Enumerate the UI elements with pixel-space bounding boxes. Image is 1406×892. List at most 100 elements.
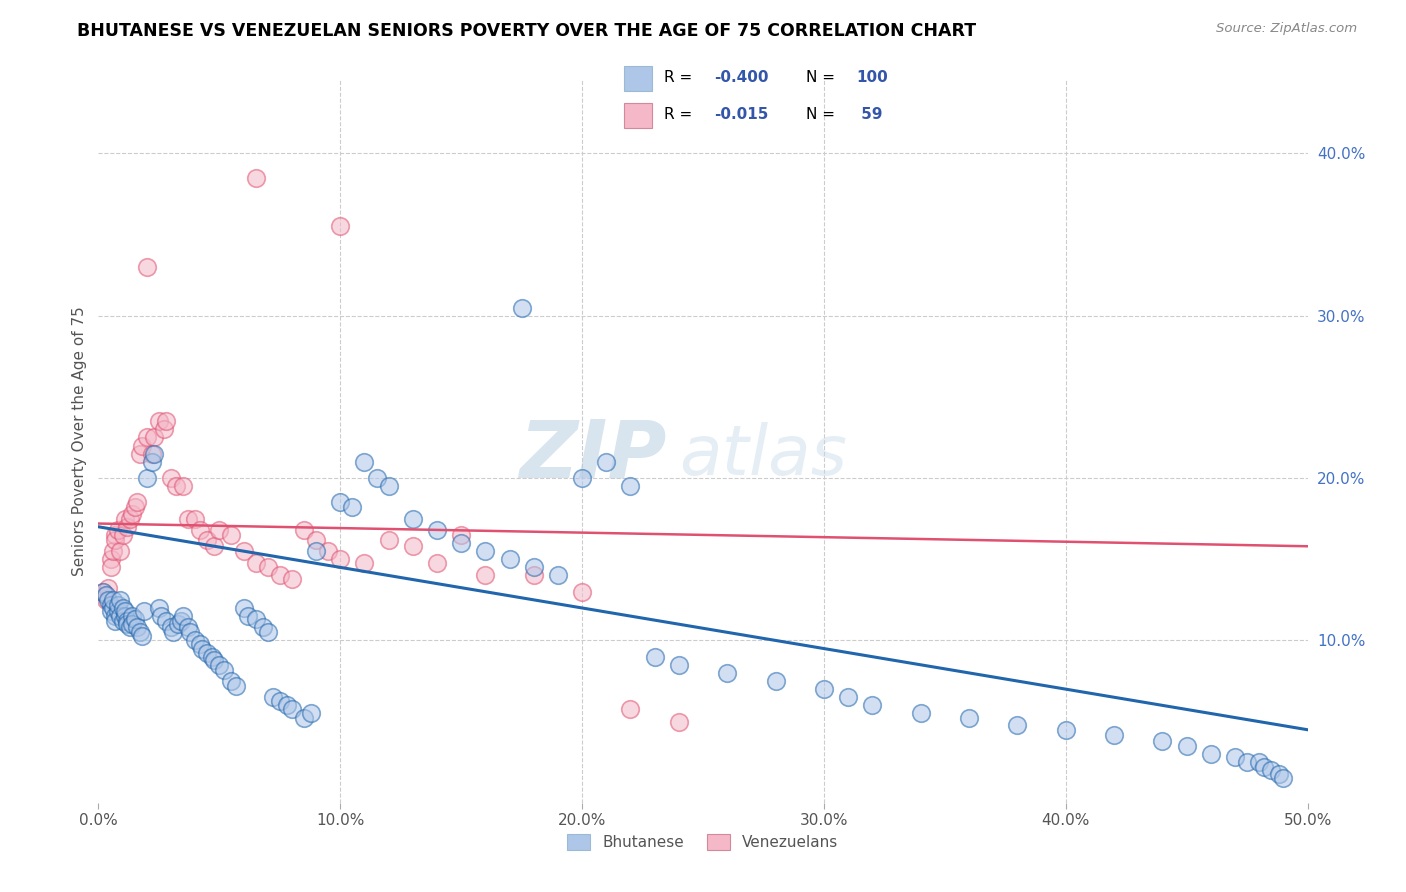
Point [111, 528, 134, 542]
Text: BHUTANESE VS VENEZUELAN SENIORS POVERTY OVER THE AGE OF 75 CORRELATION CHART: BHUTANESE VS VENEZUELAN SENIORS POVERTY … [77, 22, 976, 40]
Point [366, 471, 388, 485]
Point [169, 614, 191, 628]
Point [208, 657, 231, 672]
Point [281, 572, 304, 586]
Point [97, 592, 120, 607]
Point [353, 455, 375, 469]
Point [316, 544, 339, 558]
Point [342, 500, 364, 515]
Point [195, 533, 218, 547]
Point [1007, 718, 1029, 732]
Point [1267, 766, 1289, 780]
Point [121, 609, 143, 624]
Point [104, 609, 127, 624]
Point [595, 455, 617, 469]
Point [108, 592, 131, 607]
Point [1102, 728, 1125, 742]
Point [353, 556, 375, 570]
Point [167, 617, 190, 632]
Point [910, 706, 932, 721]
Point [172, 479, 194, 493]
Point [221, 528, 243, 542]
Point [377, 533, 399, 547]
Point [165, 479, 187, 493]
Point [1054, 723, 1077, 737]
Point [299, 706, 322, 721]
Point [1253, 760, 1275, 774]
Point [100, 552, 122, 566]
Point [1152, 734, 1174, 748]
Point [135, 430, 157, 444]
Point [252, 620, 274, 634]
Point [1223, 750, 1246, 764]
Point [668, 657, 690, 672]
Point [118, 620, 141, 634]
FancyBboxPatch shape [624, 66, 652, 91]
Point [221, 673, 243, 688]
Point [135, 260, 157, 274]
Point [450, 528, 472, 542]
Point [245, 170, 267, 185]
Point [329, 552, 352, 566]
Point [957, 711, 980, 725]
Point [141, 447, 163, 461]
Point [117, 520, 139, 534]
Text: ZIP: ZIP [519, 417, 666, 495]
Point [292, 523, 315, 537]
Point [143, 430, 166, 444]
Point [131, 439, 153, 453]
Text: R =: R = [664, 107, 697, 122]
Point [124, 500, 146, 515]
Point [426, 523, 449, 537]
Point [155, 414, 177, 428]
Point [148, 414, 170, 428]
Point [124, 612, 146, 626]
Point [195, 647, 218, 661]
Point [510, 301, 533, 315]
Point [101, 544, 124, 558]
Point [269, 693, 291, 707]
Point [232, 601, 254, 615]
Legend: Bhutanese, Venezuelans: Bhutanese, Venezuelans [561, 829, 845, 856]
Point [860, 698, 883, 713]
Point [184, 633, 207, 648]
Y-axis label: Seniors Poverty Over the Age of 75: Seniors Poverty Over the Age of 75 [72, 307, 87, 576]
Point [100, 598, 122, 612]
Point [204, 539, 226, 553]
Point [276, 698, 298, 713]
Point [571, 584, 593, 599]
Point [177, 620, 200, 634]
Point [141, 455, 163, 469]
Point [1236, 755, 1258, 769]
Point [212, 663, 235, 677]
Point [104, 614, 127, 628]
Point [474, 544, 496, 558]
Point [191, 641, 214, 656]
Point [238, 609, 260, 624]
Point [208, 523, 231, 537]
Point [716, 665, 738, 680]
Point [188, 523, 211, 537]
Point [1272, 772, 1295, 786]
Point [523, 560, 546, 574]
Point [121, 507, 143, 521]
Point [127, 620, 149, 634]
Point [765, 673, 787, 688]
Point [619, 701, 641, 715]
Point [111, 614, 134, 628]
Point [1175, 739, 1198, 753]
Point [402, 539, 425, 553]
Point [305, 533, 328, 547]
Text: -0.400: -0.400 [714, 70, 768, 86]
FancyBboxPatch shape [624, 103, 652, 128]
Point [256, 560, 278, 574]
Text: N =: N = [807, 70, 841, 86]
Point [160, 620, 183, 634]
Point [94, 588, 117, 602]
Point [225, 679, 247, 693]
Text: R =: R = [664, 70, 697, 86]
Point [1249, 755, 1271, 769]
Point [201, 649, 224, 664]
Point [94, 588, 117, 602]
Text: Source: ZipAtlas.com: Source: ZipAtlas.com [1216, 22, 1357, 36]
